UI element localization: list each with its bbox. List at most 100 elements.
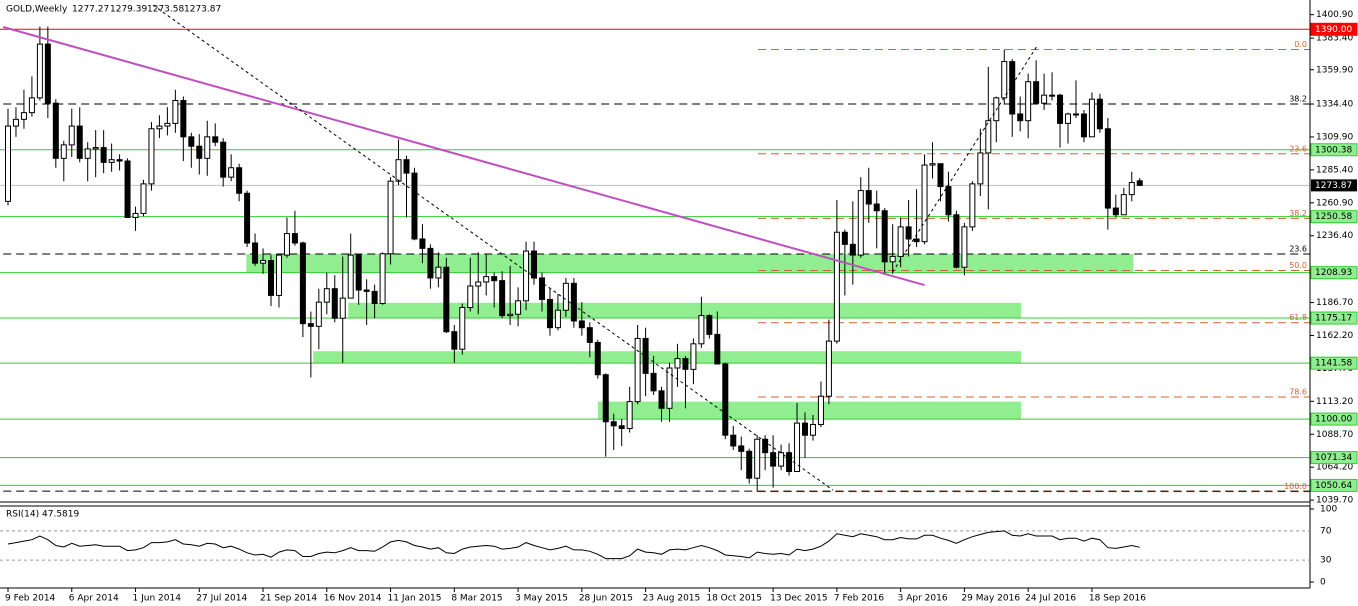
candle-body (546, 298, 553, 329)
candle-body (817, 395, 824, 425)
candle-body (443, 266, 450, 333)
fib-label: 0.0 (1294, 40, 1307, 49)
x-tick-label: 13 Dec 2015 (770, 594, 828, 604)
candle-body (275, 254, 282, 296)
level-label-box (1310, 451, 1358, 465)
candle-body (220, 141, 227, 178)
candle-body (100, 147, 107, 163)
level-label: 1208.93 (1315, 268, 1352, 278)
candle-body (977, 152, 984, 185)
candle-body (833, 231, 840, 342)
candle-body (244, 192, 251, 244)
open-value: 1277.27 (72, 5, 109, 15)
candle-body (387, 180, 394, 255)
candle-body (802, 422, 808, 436)
candle-body (642, 337, 649, 374)
x-tick-label: 16 Nov 2014 (324, 594, 382, 604)
candle-body (937, 163, 944, 188)
candle-body (116, 159, 123, 162)
candle-body (889, 255, 896, 263)
candle-body (268, 259, 275, 296)
candle-body (746, 450, 753, 479)
candle-body (1049, 94, 1056, 97)
candle-body (1128, 182, 1135, 196)
candle-body (953, 214, 960, 268)
rsi-tick-label: 70 (1320, 526, 1332, 536)
trend-line (892, 44, 1039, 273)
candle-body (594, 341, 601, 376)
candle-body (778, 452, 785, 467)
fib-label: 78.6 (1289, 388, 1307, 397)
y-tick-label: 1039.70 (1316, 496, 1353, 506)
level-label: 1300.38 (1315, 145, 1352, 155)
level-label: 1071.34 (1315, 453, 1352, 463)
x-tick-label: 23 Aug 2015 (643, 594, 701, 604)
candle-body (825, 340, 832, 397)
candle-body (483, 276, 490, 283)
y-tick-label: 1064.20 (1316, 463, 1353, 473)
candle-body (1009, 61, 1016, 115)
candle-body (467, 285, 474, 309)
candle-body (315, 301, 322, 327)
candle-body (913, 238, 920, 243)
candle-body (985, 120, 992, 154)
candle-body (68, 125, 75, 146)
candle-body (76, 125, 83, 159)
candle-body (108, 159, 115, 163)
candle-body (395, 159, 402, 182)
x-tick-label: 24 Jul 2016 (1025, 594, 1076, 604)
x-tick-label: 28 Jun 2015 (579, 594, 633, 604)
candle-body (515, 300, 522, 315)
level-label-box (1310, 210, 1358, 224)
candle-body (204, 136, 211, 159)
fib-label: 61.8 (1289, 313, 1307, 322)
level-label: 1050.64 (1315, 481, 1352, 491)
candle-body (841, 231, 848, 245)
candle-body (212, 136, 219, 143)
candle-body (523, 250, 530, 302)
candle-body (411, 172, 418, 240)
candle-body (554, 309, 561, 329)
low-value: 1273.58 (147, 5, 184, 15)
high-value: 1279.39 (110, 5, 147, 15)
level-label-box (1310, 266, 1358, 280)
candle-body (690, 343, 697, 370)
candle-body (1017, 113, 1024, 122)
candle-body (674, 358, 681, 369)
x-tick-label: 7 Feb 2016 (834, 594, 885, 604)
candle-body (20, 112, 27, 120)
fib-label: 23.6 (1289, 144, 1307, 153)
candle-body (140, 183, 147, 214)
candle-body (586, 327, 593, 343)
level-label: 1141.58 (1315, 359, 1352, 369)
rsi-tick-label: 30 (1320, 556, 1332, 566)
candle-body (1096, 98, 1103, 130)
rsi-tick-label: 100 (1320, 505, 1337, 515)
candle-body (291, 233, 298, 244)
candle-body (419, 238, 426, 249)
level-label-box (1310, 22, 1358, 36)
level-label: 1175.17 (1315, 314, 1352, 324)
candle-body (499, 280, 506, 317)
candle-body (124, 160, 131, 218)
candle-body (706, 315, 713, 335)
candle-body (164, 122, 171, 127)
y-tick-label: 1334.40 (1316, 100, 1353, 110)
candle-body (12, 118, 19, 127)
candle-body (28, 97, 35, 114)
candle-body (507, 313, 514, 317)
candle-body (762, 438, 769, 454)
candle-body (172, 100, 179, 124)
candle-body (921, 164, 928, 243)
last-price-box (1311, 179, 1357, 192)
candle-body (236, 167, 243, 194)
candle-body (666, 367, 673, 409)
candle-body (873, 203, 880, 212)
fib-label: 23.6 (1289, 245, 1307, 254)
candle-body (1072, 113, 1079, 116)
candle-body (634, 337, 641, 403)
candle-body (578, 320, 585, 329)
candle-body (1080, 113, 1087, 138)
support-zone (597, 401, 1021, 420)
